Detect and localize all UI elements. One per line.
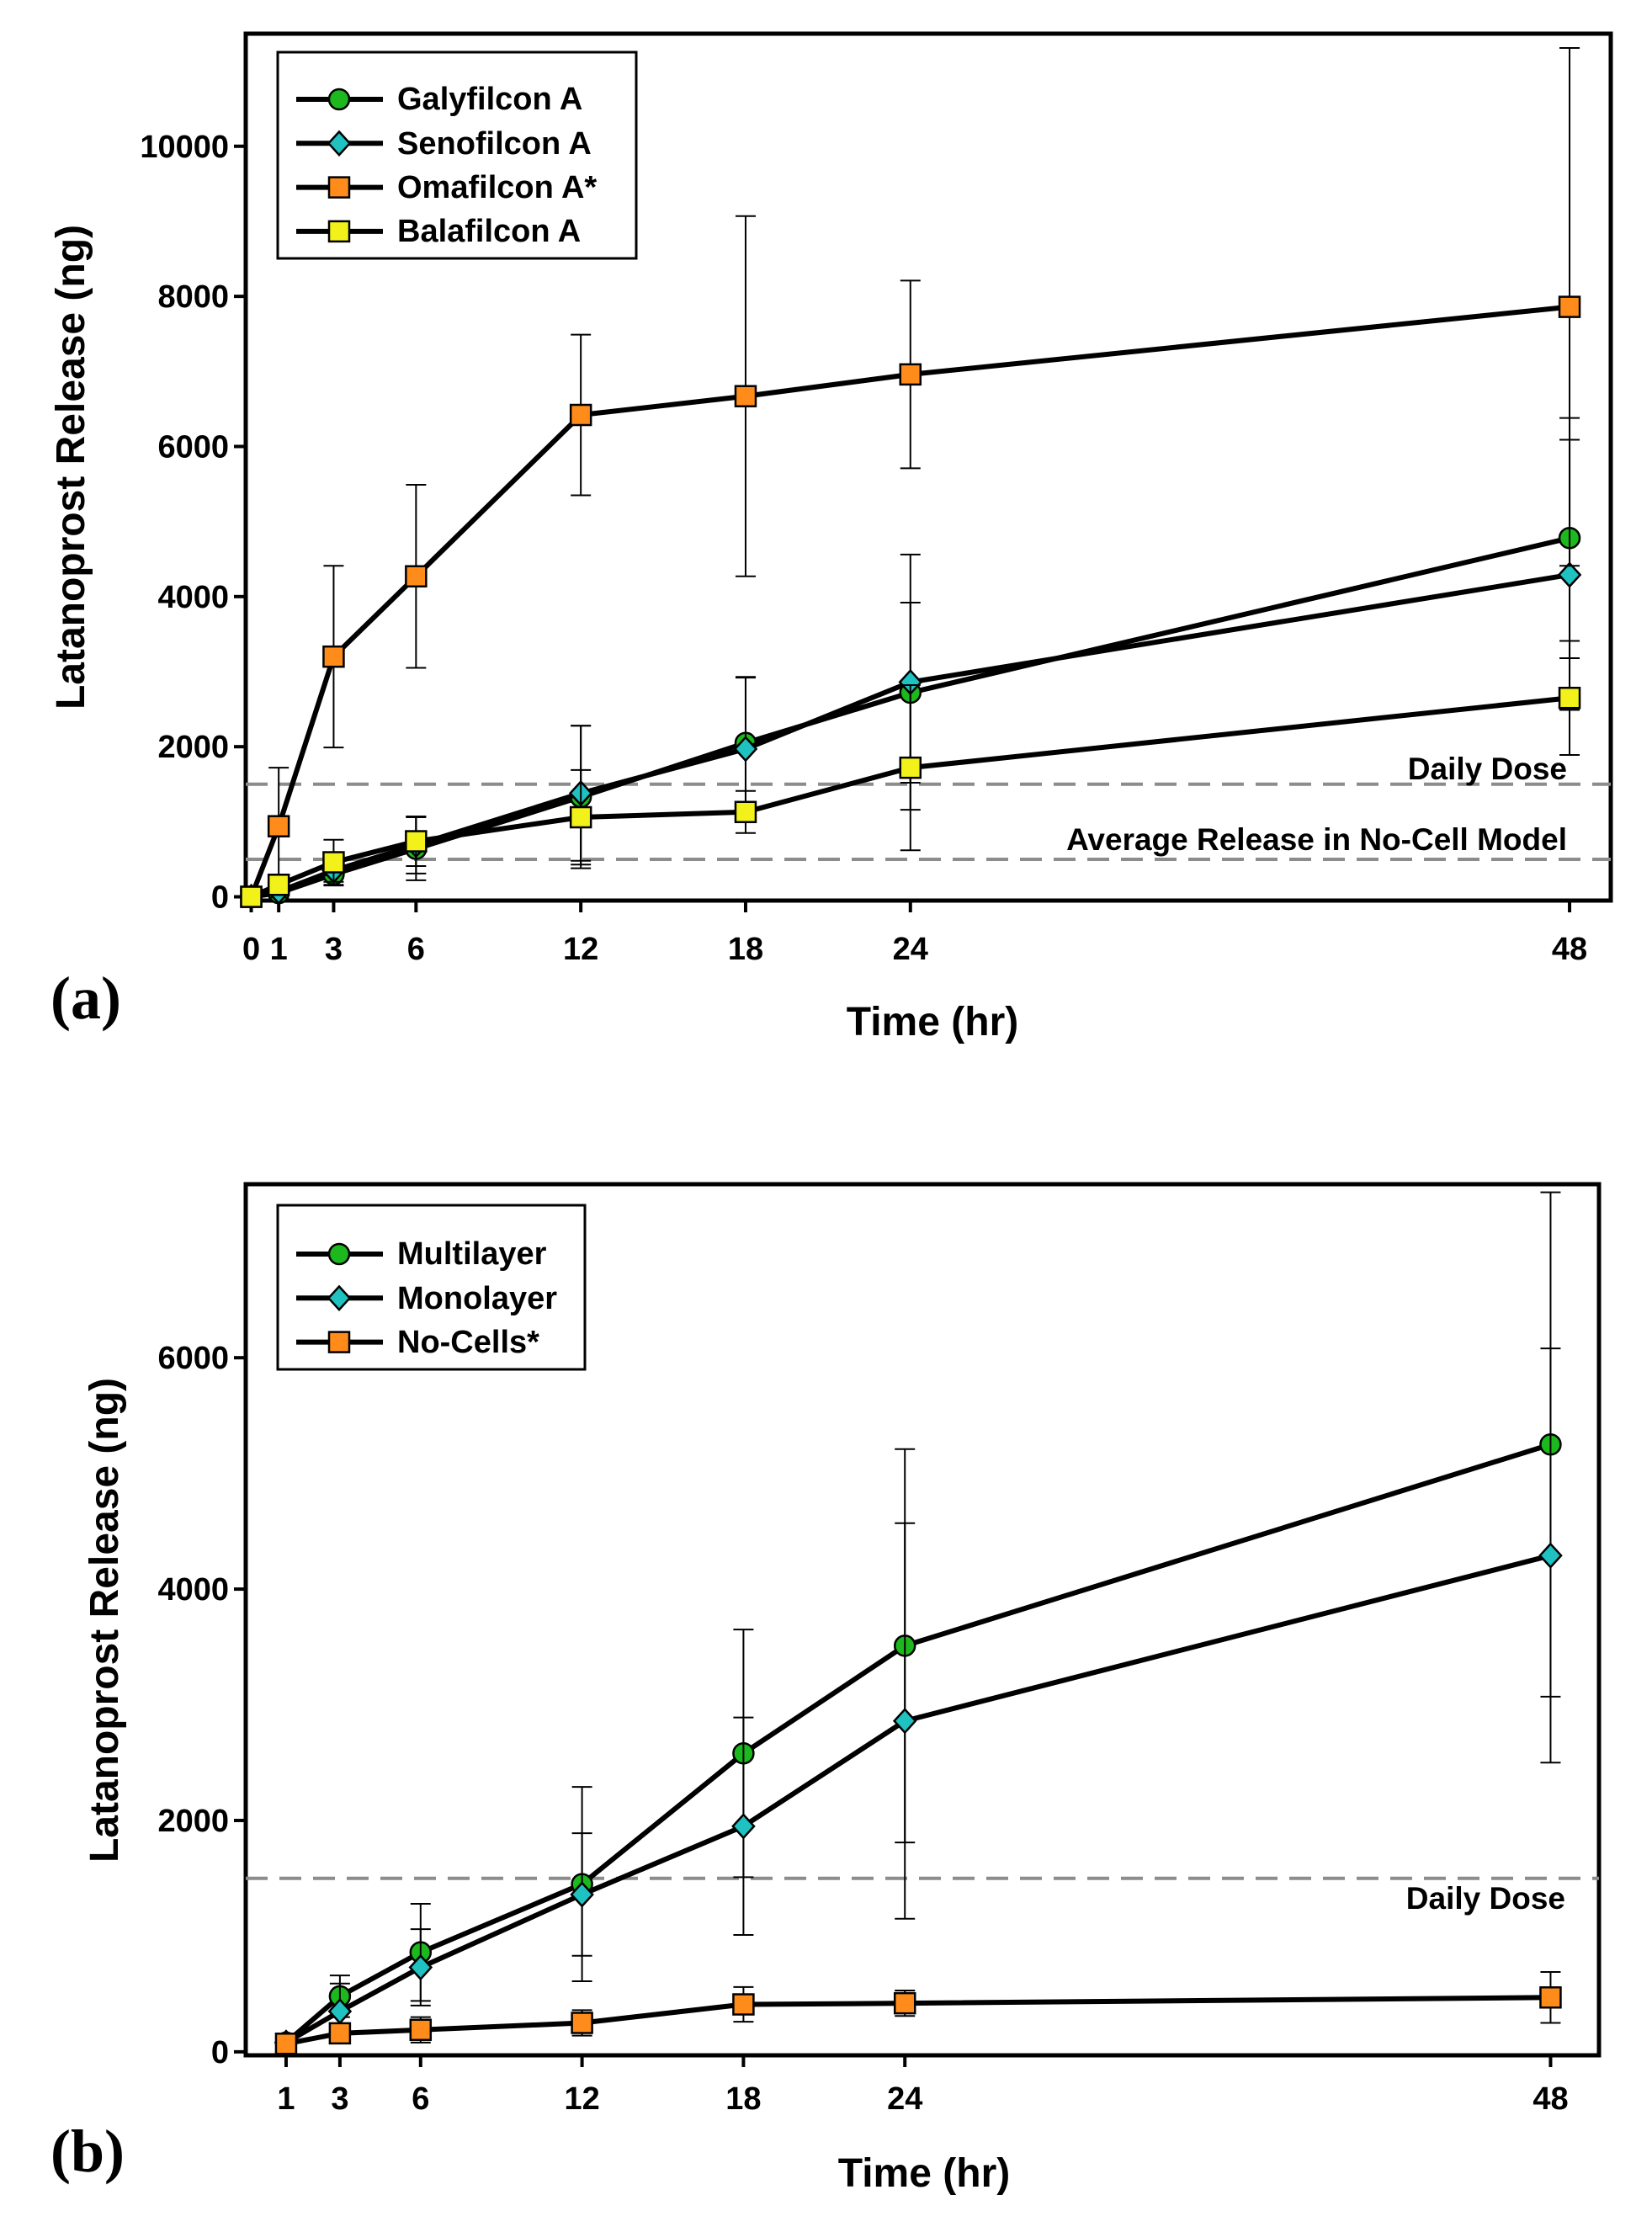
x-tick-label-a: 6 — [407, 932, 425, 967]
legend-marker-multilayer — [327, 1242, 351, 1266]
data-point-monolayer — [731, 1813, 756, 1840]
y-tick-label-b: 6000 — [157, 1341, 229, 1376]
reference-lines-a — [246, 782, 1611, 861]
x-axis-label-a: Time (hr) — [847, 1000, 1018, 1044]
data-point-monolayer — [570, 1881, 594, 1908]
data-point-monolayer — [1538, 1542, 1563, 1569]
axes-b: 1 3 6 12 18 24 48 0 2000 4000 6000 — [157, 1341, 1568, 2117]
data-point-balafilcon-a — [734, 800, 757, 824]
panel-label-a: (a) — [50, 965, 121, 1032]
x-tick-label-b: 24 — [887, 2081, 922, 2117]
data-point-omafilcon-a — [734, 385, 757, 407]
x-tick-label-b: 18 — [725, 2081, 761, 2117]
data-point-balafilcon-a — [322, 851, 345, 874]
data-point-no-cells — [328, 2022, 352, 2045]
data-point-no-cells — [571, 2012, 593, 2034]
y-tick-label-b: 2000 — [157, 1804, 229, 1839]
ref-label-no-cell-average-a: Average Release in No-Cell Model — [1066, 822, 1567, 857]
x-tick-label-a: 3 — [325, 932, 343, 967]
data-point-monolayer — [892, 1708, 917, 1735]
data-point-balafilcon-a — [240, 885, 263, 908]
x-tick-label-a: 1 — [270, 932, 288, 967]
legend-marker-omafilcon-a — [327, 176, 351, 199]
data-point-omafilcon-a — [405, 565, 428, 588]
data-point-balafilcon-a — [569, 805, 592, 829]
series-group-b — [274, 1191, 1563, 2056]
y-tick-label-b: 0 — [211, 2035, 229, 2070]
data-point-balafilcon-a — [1558, 686, 1581, 710]
y-axis-label-a: Latanoprost Release (ng) — [49, 225, 93, 710]
data-point-no-cells — [893, 1991, 916, 2015]
data-point-omafilcon-a — [322, 645, 345, 668]
x-axis-label-b: Time (hr) — [838, 2151, 1010, 2196]
plot-frame-b — [243, 1182, 1602, 2058]
series-line-multilayer — [284, 1442, 1552, 2045]
x-tick-label-a: 18 — [728, 932, 763, 967]
series-group-a — [239, 46, 1582, 911]
legend-label-senofilcon: Senofilcon A — [397, 126, 592, 162]
series-balafilcon-a — [240, 640, 1581, 908]
data-point-no-cells — [274, 2033, 298, 2055]
legend-b: Multilayer Monolayer No-Cells* — [276, 1204, 587, 1371]
legend-marker-galyfilcon-a — [327, 88, 351, 111]
y-tick-label-a: 6000 — [157, 429, 229, 465]
data-point-monolayer — [408, 1953, 433, 1981]
data-point-balafilcon-a — [267, 874, 290, 896]
x-tick-label-a: 0 — [242, 932, 260, 967]
ref-label-daily-dose-a: Daily Dose — [1408, 752, 1567, 786]
legend-marker-senofilcon-a — [327, 130, 352, 157]
legend-label-no-cells: No-Cells* — [397, 1325, 539, 1360]
legend-a: Galyfilcon A Senofilcon A Omafilcon A* B… — [276, 50, 638, 260]
data-point-senofilcon-a — [1557, 561, 1582, 588]
x-tick-label-b: 3 — [331, 2081, 348, 2117]
legend-marker-balafilcon-a — [327, 220, 351, 243]
x-tick-label-b: 1 — [277, 2081, 295, 2117]
legend-label-multilayer: Multilayer — [397, 1236, 547, 1272]
data-point-omafilcon-a — [569, 403, 592, 427]
data-point-no-cells — [1539, 1986, 1562, 2009]
y-tick-label-a: 8000 — [157, 279, 229, 315]
y-tick-label-a: 0 — [211, 880, 229, 916]
x-tick-label-b: 12 — [564, 2081, 599, 2117]
series-no-cells — [274, 1971, 1562, 2055]
legend-entries-a — [296, 88, 383, 243]
data-point-balafilcon-a — [899, 756, 922, 779]
legend-marker-monolayer — [327, 1284, 352, 1311]
series-line-monolayer — [284, 1553, 1552, 2045]
legend-label-monolayer: Monolayer — [397, 1281, 557, 1316]
y-tick-label-a: 2000 — [157, 730, 229, 765]
data-point-senofilcon-a — [733, 736, 758, 763]
legend-label-balafilcon: Balafilcon A — [397, 214, 581, 249]
x-tick-label-a: 12 — [563, 932, 598, 967]
data-point-balafilcon-a — [405, 830, 428, 853]
series-line-no-cells — [285, 1995, 1551, 2047]
x-tick-label-b: 48 — [1532, 2081, 1568, 2117]
data-point-no-cells — [409, 2018, 433, 2042]
ref-label-daily-dose-b: Daily Dose — [1406, 1881, 1565, 1916]
legend-label-omafilcon: Omafilcon A* — [397, 170, 597, 205]
plot-frame-a — [243, 31, 1613, 903]
series-monolayer — [274, 1347, 1563, 2056]
data-point-omafilcon-a — [1558, 295, 1581, 318]
y-axis-label-b: Latanoprost Release (ng) — [82, 1378, 127, 1863]
panel-label-b: (b) — [50, 2118, 125, 2185]
y-tick-label-a: 4000 — [157, 580, 229, 615]
data-point-no-cells — [732, 1993, 755, 2016]
data-point-omafilcon-a — [267, 815, 290, 837]
x-tick-label-a: 24 — [893, 932, 928, 967]
legend-label-galyfilcon: Galyfilcon A — [397, 82, 582, 117]
legend-marker-no-cells — [327, 1331, 351, 1353]
y-tick-label-b: 4000 — [157, 1572, 229, 1608]
x-tick-label-b: 6 — [412, 2081, 429, 2117]
x-tick-label-a: 48 — [1552, 932, 1587, 967]
y-tick-label-a: 10000 — [140, 130, 229, 165]
chart-panel-b: 1 3 6 12 18 24 48 0 2000 4000 6000 Daily Dose Mult… — [50, 1182, 1602, 2196]
data-point-omafilcon-a — [899, 363, 922, 386]
series-line-omafilcon-a — [248, 304, 1570, 898]
legend-entries-b — [296, 1242, 383, 1353]
